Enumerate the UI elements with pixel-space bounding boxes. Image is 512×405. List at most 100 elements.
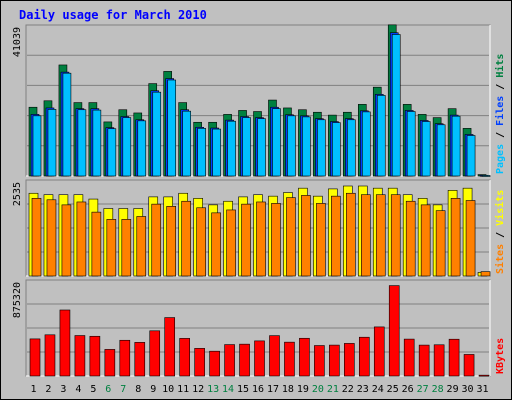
x-tick-label-7: 7 xyxy=(120,384,126,395)
bar-pages-day-12 xyxy=(197,128,206,177)
x-tick-label-24: 24 xyxy=(372,384,384,395)
bar-pages-day-8 xyxy=(137,120,147,177)
bar-pages-day-25 xyxy=(391,34,401,177)
bar-sites-day-4 xyxy=(76,201,87,277)
x-tick-label-4: 4 xyxy=(75,384,81,395)
chart-title: Daily usage for March 2010 xyxy=(19,8,207,22)
bar-sites-day-9 xyxy=(151,203,162,277)
bar-kbytes-day-31 xyxy=(478,374,490,377)
x-tick-label-12: 12 xyxy=(192,384,204,395)
bar-kbytes-day-8 xyxy=(134,342,146,377)
bar-kbytes-day-11 xyxy=(179,338,190,377)
bar-pages-day-7 xyxy=(122,117,132,177)
x-tick-label-11: 11 xyxy=(177,384,189,395)
bar-pages-day-28 xyxy=(436,124,446,177)
bar-sites-day-10 xyxy=(166,206,177,277)
chart-panels: 41039 Pages / Files / Hits 2535 Sites / Vis… xyxy=(12,24,506,377)
x-tick-label-15: 15 xyxy=(237,384,249,395)
bar-kbytes-day-4 xyxy=(74,335,86,377)
bar-pages-day-20 xyxy=(317,119,326,177)
bar-kbytes-day-18 xyxy=(284,341,295,377)
bar-kbytes-day-14 xyxy=(224,344,235,377)
bar-pages-day-26 xyxy=(406,111,416,177)
x-tick-label-8: 8 xyxy=(135,384,141,395)
bar-sites-day-11 xyxy=(181,200,191,277)
x-tick-label-6: 6 xyxy=(105,384,111,395)
x-tick-label-29: 29 xyxy=(447,384,459,395)
bar-pages-day-30 xyxy=(466,135,476,177)
x-tick-label-2: 2 xyxy=(45,384,51,395)
bar-pages-day-27 xyxy=(421,121,431,177)
bar-sites-day-31 xyxy=(480,271,491,277)
side-label: Sites / Visits xyxy=(494,190,506,274)
bar-sites-day-27 xyxy=(420,204,431,277)
bar-sites-day-25 xyxy=(390,194,401,277)
side-label: Pages / Files / Hits xyxy=(494,54,506,174)
bar-sites-day-5 xyxy=(91,211,102,277)
x-tick-label-20: 20 xyxy=(312,384,324,395)
x-axis: 1 2 3 4 5 6 7 8 9 10 11 12 13 14 15 16 17 18 19 20 21 22 23 24 2… xyxy=(30,384,488,395)
x-tick-label-23: 23 xyxy=(357,384,369,395)
bar-kbytes-day-10 xyxy=(164,317,176,377)
panel-visits_sites: 2535 Sites / Visits xyxy=(12,179,506,277)
bar-sites-day-8 xyxy=(136,216,147,277)
x-tick-label-17: 17 xyxy=(267,384,279,395)
bar-kbytes-day-5 xyxy=(89,335,101,377)
bar-pages-day-16 xyxy=(257,118,266,177)
bar-sites-day-24 xyxy=(375,194,386,277)
side-label-part: Pages xyxy=(495,144,506,174)
x-tick-label-14: 14 xyxy=(222,384,234,395)
bar-sites-day-3 xyxy=(61,204,72,277)
bar-kbytes-day-1 xyxy=(29,338,41,377)
bar-sites-day-29 xyxy=(450,198,461,277)
bar-kbytes-day-2 xyxy=(44,334,56,377)
bar-kbytes-day-19 xyxy=(299,337,310,377)
bar-kbytes-day-9 xyxy=(149,330,161,377)
bar-sites-day-19 xyxy=(301,195,311,277)
side-label-part: / xyxy=(495,78,506,96)
bar-kbytes-day-27 xyxy=(418,344,430,377)
bar-pages-day-23 xyxy=(361,111,371,177)
bar-kbytes-day-7 xyxy=(119,339,131,377)
bar-kbytes-day-3 xyxy=(59,309,71,377)
bar-kbytes-day-28 xyxy=(433,344,445,377)
side-label-part: KBytes xyxy=(495,338,506,374)
y-max-label: 2535 xyxy=(12,182,23,206)
bar-kbytes-day-12 xyxy=(194,348,205,377)
bar-sites-day-21 xyxy=(331,195,341,277)
bar-sites-day-18 xyxy=(286,197,296,277)
bar-pages-day-5 xyxy=(92,109,102,177)
bar-kbytes-day-22 xyxy=(344,343,355,377)
side-label-part: Sites xyxy=(494,244,506,274)
bar-pages-day-19 xyxy=(302,116,311,177)
side-label-part: Visits xyxy=(494,190,506,226)
bar-pages-day-17 xyxy=(272,108,281,177)
bar-kbytes-day-20 xyxy=(314,345,325,377)
bar-kbytes-day-15 xyxy=(239,343,250,377)
bar-pages-day-21 xyxy=(332,122,341,177)
bar-pages-day-14 xyxy=(227,120,236,177)
x-tick-label-21: 21 xyxy=(327,384,339,395)
bar-sites-day-20 xyxy=(316,203,326,277)
bar-sites-day-15 xyxy=(241,203,251,277)
x-tick-label-25: 25 xyxy=(387,384,399,395)
x-tick-label-28: 28 xyxy=(432,384,444,395)
x-tick-label-30: 30 xyxy=(462,384,474,395)
bar-kbytes-day-16 xyxy=(254,340,265,377)
x-tick-label-13: 13 xyxy=(207,384,219,395)
x-tick-label-31: 31 xyxy=(476,384,488,395)
x-tick-label-19: 19 xyxy=(297,384,309,395)
bar-pages-day-22 xyxy=(347,119,356,177)
bar-sites-day-14 xyxy=(226,209,236,277)
x-tick-label-16: 16 xyxy=(252,384,264,395)
bar-sites-day-23 xyxy=(360,194,371,277)
bar-sites-day-17 xyxy=(271,203,281,277)
x-tick-label-22: 22 xyxy=(342,384,354,395)
x-tick-label-18: 18 xyxy=(282,384,294,395)
bar-pages-day-24 xyxy=(376,95,386,177)
x-tick-label-5: 5 xyxy=(90,384,96,395)
x-tick-label-3: 3 xyxy=(60,384,66,395)
bar-kbytes-day-17 xyxy=(269,335,280,377)
bar-sites-day-1 xyxy=(31,198,42,277)
